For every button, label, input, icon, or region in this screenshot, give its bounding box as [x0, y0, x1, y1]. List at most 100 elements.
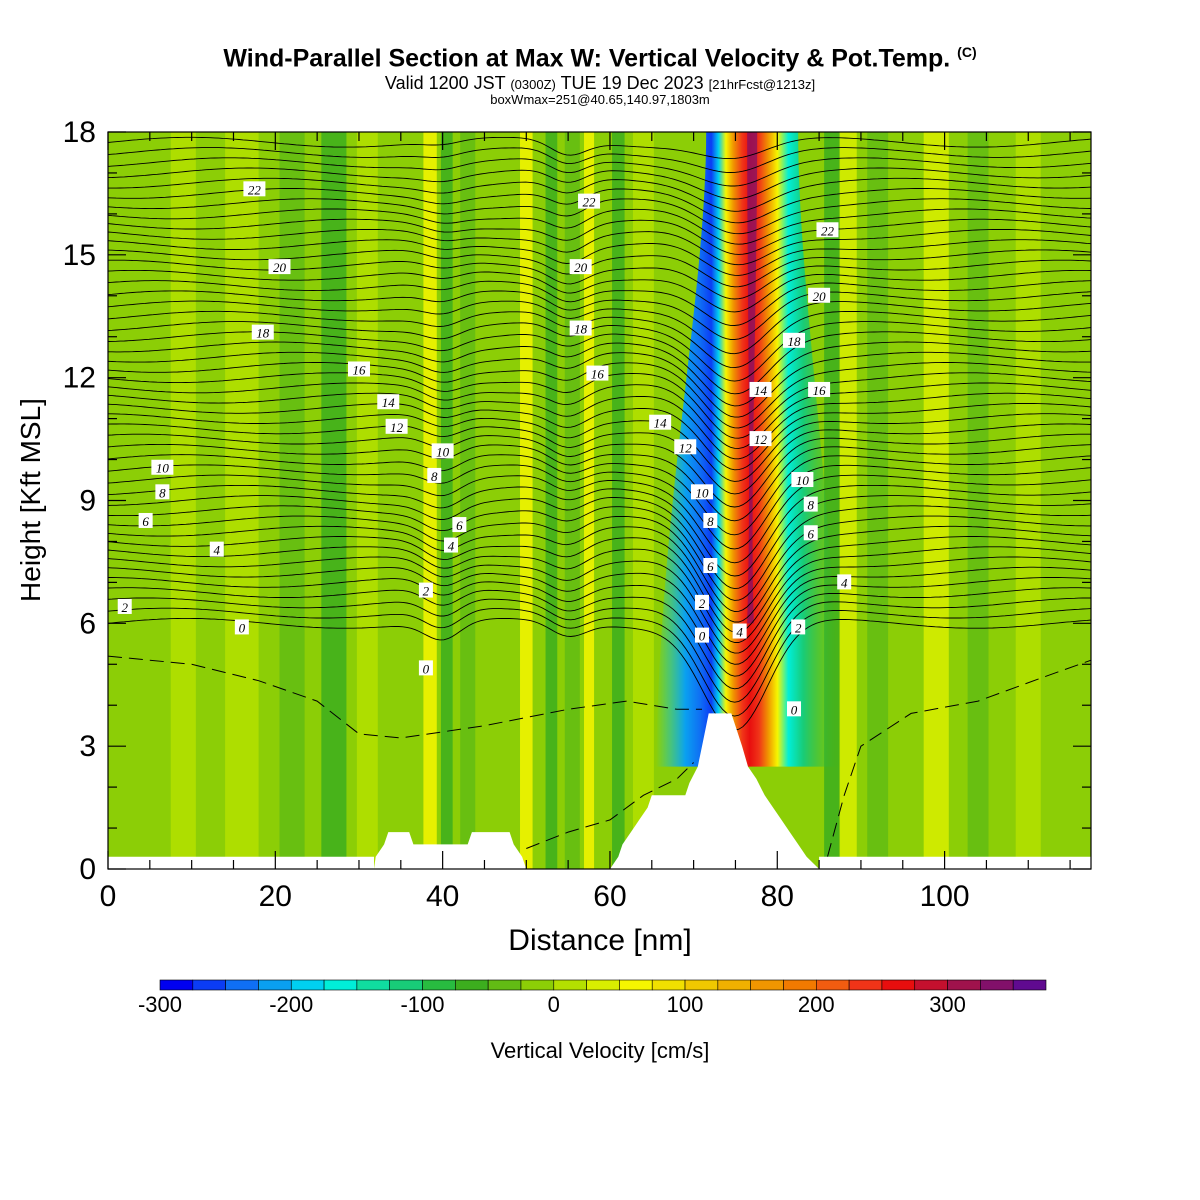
isentrope-label: 8 [427, 467, 442, 484]
colorbar-swatch [783, 979, 817, 991]
isentrope-line [108, 382, 1091, 449]
x-tick-label: 40 [426, 880, 459, 913]
isentrope-label: 12 [749, 431, 772, 447]
isentrope-line [108, 597, 1091, 703]
svg-text:10: 10 [796, 473, 810, 488]
chart-title-text: Wind-Parallel Section at Max W: Vertical… [223, 44, 951, 73]
svg-text:4: 4 [448, 539, 455, 554]
svg-text:12: 12 [754, 432, 768, 447]
svg-text:6: 6 [707, 559, 714, 574]
svg-text:14: 14 [754, 383, 768, 398]
colorbar-swatch [159, 979, 194, 991]
velocity-band [279, 132, 305, 869]
isentrope-line [108, 321, 1091, 382]
colorbar-swatch [1012, 979, 1047, 991]
velocity-band [584, 132, 595, 869]
isentrope-line [108, 566, 1091, 665]
isentrope-label: 0 [234, 619, 249, 635]
isentrope-label: 20 [268, 259, 291, 275]
isentrope-line [108, 239, 1091, 276]
colorbar-tick-label: 0 [548, 992, 560, 1017]
isentrope-line [108, 177, 1091, 212]
colorbar-tick-label: -100 [400, 992, 444, 1017]
isentrope-label: 8 [803, 496, 818, 513]
isentrope-line [108, 525, 1091, 623]
isentrope-line [108, 495, 1091, 590]
y-axis-label: Height [Kft MSL] [15, 398, 46, 602]
colorbar-tick-label: 200 [798, 992, 835, 1017]
svg-text:22: 22 [821, 223, 835, 238]
colorbar-tick-label: -300 [138, 992, 182, 1017]
colorbar-swatch [422, 979, 456, 991]
isentrope-line [108, 607, 1091, 717]
isentrope-label: 12 [674, 439, 697, 455]
isentrope-label: 0 [787, 701, 802, 717]
x-axis-label: Distance [nm] [508, 924, 691, 957]
svg-text:2: 2 [423, 584, 430, 599]
isentrope-line [108, 228, 1091, 266]
svg-text:0: 0 [699, 629, 706, 644]
colorbar-swatch [553, 979, 587, 991]
svg-text:12: 12 [390, 420, 404, 435]
chart-subtitle: Valid 1200 JST (0300Z) TUE 19 Dec 2023 [… [0, 73, 1200, 94]
svg-text:10: 10 [695, 485, 709, 500]
svg-text:22: 22 [248, 182, 262, 197]
isentrope-label: 0 [694, 627, 709, 644]
valid-utc: (0300Z) [510, 77, 556, 92]
y-tick-label: 18 [63, 116, 96, 149]
velocity-band [440, 132, 453, 869]
isentrope-line [108, 536, 1091, 633]
isentrope-line [108, 341, 1091, 407]
isentrope-line [108, 474, 1091, 564]
isentrope-line [108, 423, 1091, 495]
colorbar-label: Vertical Velocity [cm/s] [491, 1038, 710, 1063]
velocity-band [612, 132, 625, 869]
svg-text:0: 0 [423, 661, 430, 676]
colorbar-swatch [487, 979, 522, 991]
velocity-band [967, 132, 989, 869]
zero-contour [827, 659, 1091, 857]
isentrope-line [108, 280, 1091, 326]
colorbar-swatch [651, 979, 686, 991]
svg-text:16: 16 [352, 362, 366, 377]
colorbar-swatch [225, 979, 259, 991]
colorbar-swatch [914, 979, 948, 991]
isentrope-line [108, 403, 1091, 471]
isentrope-line [108, 505, 1091, 601]
isentrope-line [108, 546, 1091, 643]
isentrope-line [108, 208, 1091, 245]
velocity-band [1015, 132, 1041, 869]
isentrope-label: 16 [808, 381, 831, 398]
isentrope-line [108, 136, 1091, 160]
isentrope-label: 14 [377, 394, 400, 410]
x-tick-label: 80 [761, 880, 794, 913]
updraft-core [747, 132, 758, 624]
forecast-info: [21hrFcst@1213z] [708, 77, 816, 92]
colorbar-swatch [947, 979, 981, 991]
x-tick-label: 20 [259, 880, 292, 913]
colorbar-swatch [323, 979, 358, 991]
svg-text:12: 12 [679, 440, 693, 455]
isentrope-line [108, 351, 1091, 418]
colorbar-swatch [356, 979, 391, 991]
isentrope-label: 2 [694, 594, 709, 611]
isentrope-line [108, 515, 1091, 612]
colorbar-swatch [290, 979, 325, 991]
colorbar-swatch [258, 979, 292, 991]
isentrope-label: 4 [732, 623, 747, 640]
colorbar-swatch [980, 979, 1014, 991]
svg-text:16: 16 [813, 383, 827, 398]
colorbar-swatch [619, 979, 653, 991]
isentrope-line [108, 157, 1091, 187]
colorbar-swatch [192, 979, 226, 991]
y-tick-label: 12 [63, 362, 96, 395]
y-tick-label: 6 [79, 607, 96, 640]
svg-text:14: 14 [654, 416, 668, 431]
svg-text:6: 6 [142, 514, 149, 529]
colorbar-swatch [750, 979, 784, 991]
velocity-band [225, 132, 259, 869]
svg-text:18: 18 [256, 326, 270, 341]
isentrope-label: 10 [791, 472, 814, 488]
isentrope-line [108, 454, 1091, 536]
isentrope-label: 18 [783, 332, 806, 349]
